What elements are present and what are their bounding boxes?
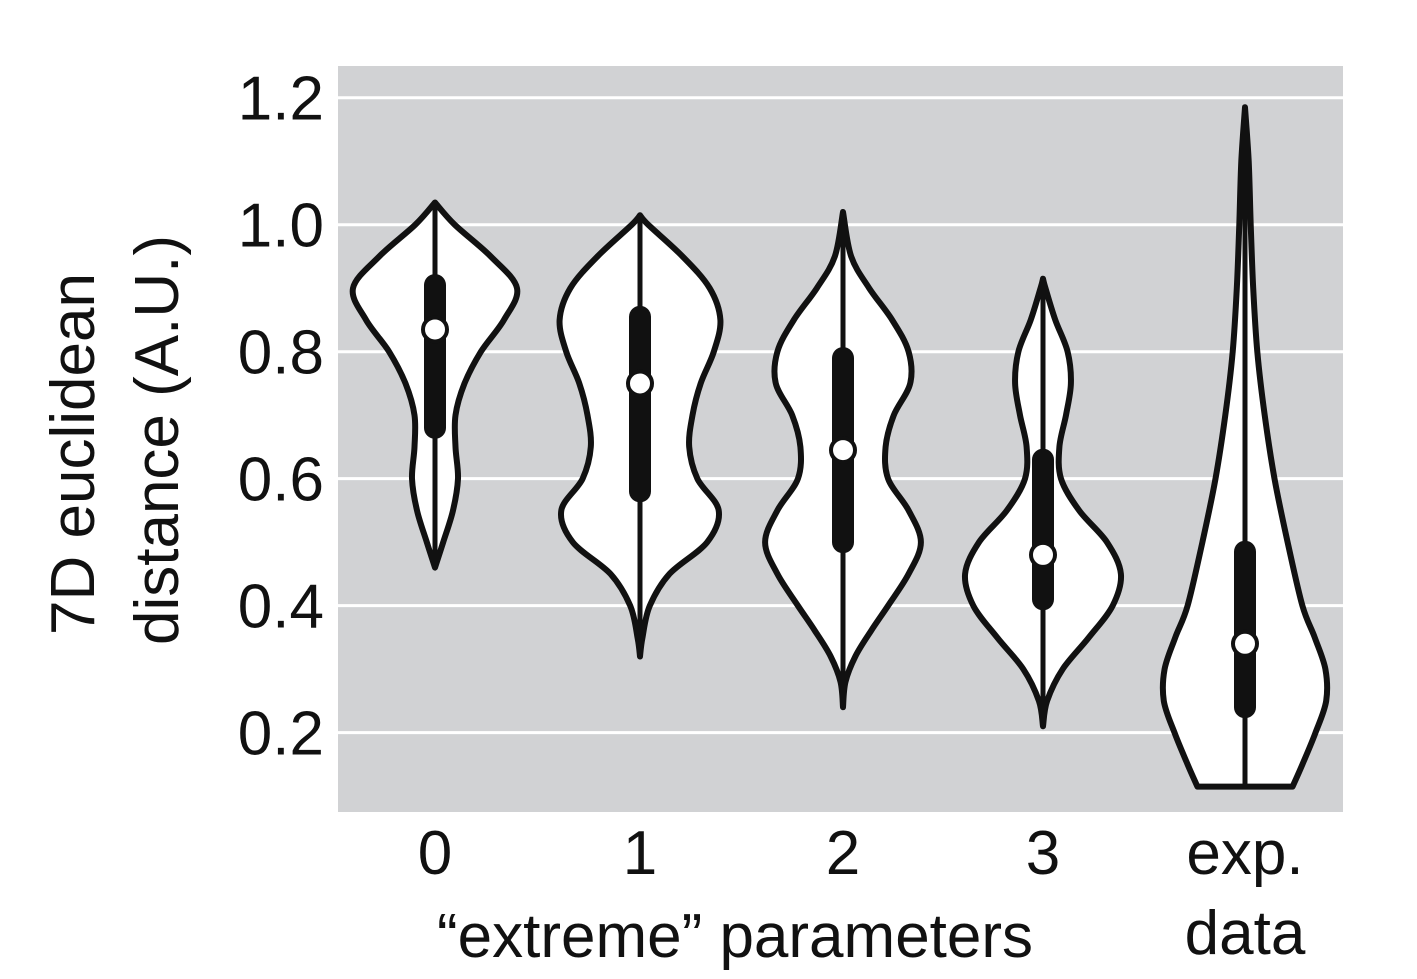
violin-group-1 — [556, 212, 724, 660]
y-tick-label-4: 1.0 — [238, 192, 324, 261]
violin-median-3 — [1029, 540, 1057, 569]
y-tick-label-5: 1.2 — [238, 65, 324, 134]
violin-group-4 — [1159, 104, 1331, 790]
x-tick-label-3-0: 3 — [1026, 819, 1060, 888]
y-tick-label-3: 0.8 — [238, 319, 324, 388]
y-axis-label-line-2: distance (A.U.) — [123, 235, 192, 645]
violin-group-3 — [961, 275, 1125, 730]
x-axis-tick-labels: 0 1 2 3 exp. data — [418, 819, 1306, 968]
violin-median-0 — [421, 315, 449, 344]
y-axis-tick-labels: 0.2 0.4 0.6 0.8 1.0 1.2 — [238, 65, 324, 769]
x-tick-label-0-0: 0 — [418, 819, 452, 888]
x-axis-label: “extreme” parameters — [437, 902, 1033, 971]
violin-median-1 — [626, 369, 654, 398]
violin-group-0 — [349, 199, 521, 571]
violin-median-4 — [1231, 629, 1259, 658]
y-axis-label-line-1: 7D euclidean — [39, 273, 108, 635]
y-tick-label-1: 0.4 — [238, 573, 324, 642]
violin-median-2 — [829, 436, 857, 465]
x-tick-label-4-1: data — [1185, 899, 1306, 968]
y-tick-label-2: 0.6 — [238, 446, 324, 515]
violin-group-2 — [762, 209, 924, 711]
x-tick-label-4-0: exp. — [1186, 819, 1303, 888]
x-tick-label-2-0: 2 — [826, 819, 860, 888]
violins — [349, 104, 1331, 790]
y-tick-label-0: 0.2 — [238, 700, 324, 769]
x-tick-label-1-0: 1 — [623, 819, 657, 888]
